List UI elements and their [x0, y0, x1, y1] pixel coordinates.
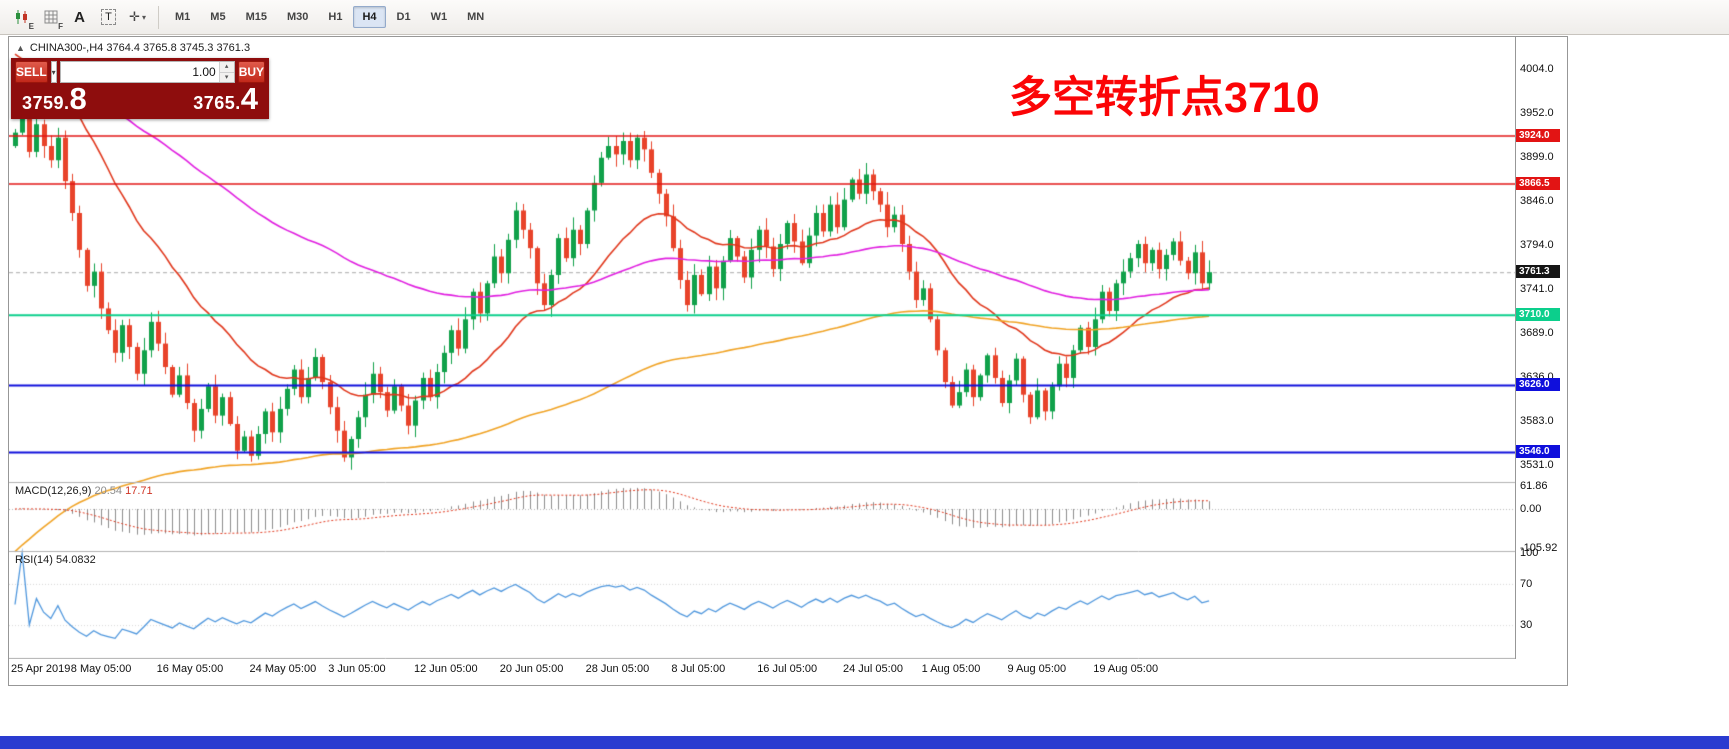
level-price-badge: 3924.0 [1516, 128, 1560, 142]
level-price-badge: 3546.0 [1516, 445, 1560, 459]
timeframe-button-m5[interactable]: M5 [210, 11, 226, 23]
price-chart-canvas[interactable] [9, 37, 1515, 659]
time-tick-label: 8 May 05:00 [70, 663, 132, 675]
sell-price: 3759. 8 [22, 81, 87, 116]
candlestick-chart-icon [15, 10, 27, 24]
volume-decrease-button[interactable]: ▾ [219, 71, 234, 82]
buy-button[interactable]: BUY [237, 61, 266, 83]
timeframe-button-w1[interactable]: W1 [430, 11, 448, 23]
sell-button[interactable]: SELL [15, 61, 48, 83]
time-tick-label: 20 Jun 05:00 [499, 663, 564, 675]
time-tick-label: 8 Jul 05:00 [671, 663, 726, 675]
time-tick-label: 24 May 05:00 [249, 663, 317, 675]
timeframe-button-m15[interactable]: M15 [245, 11, 267, 23]
price-tick-label: 3741.0 [1520, 283, 1554, 296]
bottom-taskbar[interactable] [0, 736, 1729, 749]
grid-sub-label: F [58, 21, 63, 31]
crosshair-dropdown-button[interactable]: ✛ ▾ [124, 5, 151, 30]
price-tick-label: 3531.0 [1520, 458, 1554, 471]
current-price-badge: 3761.3 [1516, 265, 1560, 279]
level-price-badge: 3866.5 [1516, 177, 1560, 191]
time-axis[interactable]: 25 Apr 2019 8 May 05:00 16 May 05:00 24 May… [9, 659, 1515, 685]
chevron-down-icon: ▾ [141, 12, 146, 22]
time-tick-label: 19 Aug 05:00 [1093, 663, 1159, 675]
price-tick-label: 3899.0 [1520, 150, 1554, 163]
ea-sub-label: E [28, 21, 34, 31]
time-tick-label: 12 Jun 05:00 [414, 663, 478, 675]
buy-price: 3765. 4 [193, 81, 258, 116]
time-tick-label: 1 Aug 05:00 [921, 663, 981, 675]
timeframe-button-m30[interactable]: M30 [286, 11, 309, 23]
time-tick-label: 3 Jun 05:00 [328, 663, 386, 675]
volume-field: ▴ ▾ [59, 61, 235, 83]
grid-tool-button[interactable]: F [37, 5, 64, 31]
text-label-button[interactable]: A [66, 5, 93, 30]
collapse-panel-icon[interactable]: ▲ [16, 43, 25, 53]
chart-annotation-text: 多空转折点3710 [1009, 74, 1320, 122]
macd-tick-label: 0.00 [1520, 503, 1542, 515]
timeframe-group: M1 M5 M15 M30 H1 H4 D1 W1 MN [166, 6, 495, 28]
time-tick-label: 9 Aug 05:00 [1007, 663, 1067, 675]
price-tick-label: 3952.0 [1520, 106, 1554, 119]
volume-increase-button[interactable]: ▴ [219, 62, 234, 72]
level-price-badge: 3710.0 [1516, 308, 1560, 322]
price-tick-label: 3583.0 [1520, 415, 1554, 428]
rsi-tick-label: 70 [1520, 577, 1533, 590]
timeframe-button-h4[interactable]: H4 [353, 6, 386, 28]
symbol-ohlc-text: CHINA300-,H4 3764.4 3765.8 3745.3 3761.3 [29, 42, 251, 54]
volume-stepper: ▴ ▾ [218, 62, 234, 82]
time-tick-label: 28 Jun 05:00 [585, 663, 650, 675]
bid-ask-prices: 3759. 8 3765. 4 [15, 83, 265, 115]
timeframe-button-m1[interactable]: M1 [175, 11, 191, 23]
price-tick-label: 3794.0 [1520, 238, 1554, 251]
chevron-down-icon: ▾ [51, 67, 56, 77]
top-toolbar: E F A T ✛ ▾ M1 M5 M15 M30 H1 H4 D1 W1 MN [0, 0, 1729, 35]
macd-tick-label: -105.92 [1520, 542, 1558, 555]
volume-preset-dropdown[interactable]: ▾ [50, 61, 57, 83]
chart-ohlc-info: ▲ CHINA300-,H4 3764.4 3765.8 3745.3 3761… [16, 42, 250, 54]
price-axis[interactable]: 4004.0 3952.0 3899.0 3846.0 3794.0 3741.0 3689… [1515, 37, 1567, 659]
volume-input[interactable] [60, 62, 219, 82]
time-tick-label: 24 Jul 05:00 [843, 663, 903, 675]
macd-label: MACD(12,26,9) 20.54 17.71 [15, 485, 153, 497]
toolbar-separator [158, 5, 159, 29]
grid-icon [44, 10, 57, 24]
expert-chart-button[interactable]: E [8, 5, 35, 31]
textbox-tool-button[interactable]: T [95, 5, 122, 30]
crosshair-icon: ✛ [129, 9, 140, 24]
timeframe-button-mn[interactable]: MN [467, 11, 485, 23]
one-click-trading-panel: SELL ▾ ▴ ▾ BUY 3759.8 3765.4 [11, 58, 269, 119]
rsi-tick-label: 30 [1520, 619, 1533, 632]
letter-a-icon: A [74, 8, 85, 26]
rsi-tick-label: 100 [1520, 547, 1539, 559]
time-tick-label: 16 May 05:00 [156, 663, 224, 675]
level-price-badge: 3626.0 [1516, 378, 1560, 392]
letter-t-icon: T [101, 9, 116, 25]
timeframe-button-h1[interactable]: H1 [328, 11, 343, 23]
rsi-label: RSI(14) 54.0832 [15, 554, 96, 566]
time-tick-label: 16 Jul 05:00 [757, 663, 818, 675]
price-tick-label: 3846.0 [1520, 195, 1554, 208]
price-tick-label: 3689.0 [1520, 326, 1554, 339]
price-tick-label: 4004.0 [1520, 63, 1554, 75]
macd-tick-label: 61.86 [1520, 480, 1548, 493]
chart-window: ▲ CHINA300-,H4 3764.4 3765.8 3745.3 3761… [8, 36, 1568, 686]
time-tick-label: 25 Apr 2019 [11, 663, 71, 675]
timeframe-button-d1[interactable]: D1 [396, 11, 411, 23]
